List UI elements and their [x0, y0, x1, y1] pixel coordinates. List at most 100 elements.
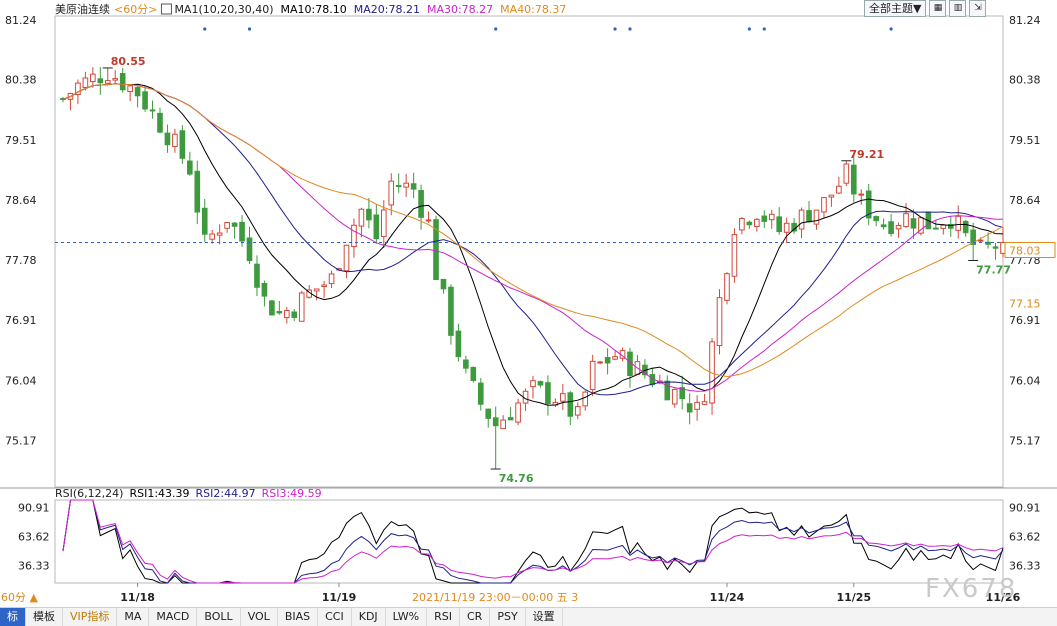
candle-body[interactable]: [455, 330, 462, 358]
candle-body[interactable]: [858, 193, 865, 196]
candle-body[interactable]: [589, 360, 596, 391]
candle-body[interactable]: [209, 233, 216, 240]
candle-body[interactable]: [701, 401, 708, 405]
candle-body[interactable]: [448, 286, 454, 336]
candle-body[interactable]: [485, 408, 492, 419]
candle-body[interactable]: [201, 207, 208, 235]
candle-body[interactable]: [962, 220, 969, 234]
candle-body[interactable]: [828, 194, 835, 198]
candle-body[interactable]: [75, 82, 81, 95]
candle-body[interactable]: [470, 366, 477, 381]
candle-body[interactable]: [753, 218, 760, 227]
candle-body[interactable]: [903, 213, 909, 228]
candle-body[interactable]: [269, 300, 275, 316]
candle-body[interactable]: [537, 381, 544, 386]
event-marker-icon[interactable]: [247, 27, 252, 31]
toolbar-item-8[interactable]: CCI: [318, 608, 352, 626]
candle-body[interactable]: [463, 359, 469, 369]
candle-body[interactable]: [403, 182, 409, 188]
toolbar-item-6[interactable]: VOL: [241, 608, 278, 626]
candle-body[interactable]: [776, 216, 783, 233]
toolbar-item-14[interactable]: 设置: [526, 608, 563, 626]
candle-body[interactable]: [731, 234, 738, 277]
theme-select[interactable]: 全部主题▼: [864, 0, 927, 17]
toolbar-item-4[interactable]: MACD: [149, 608, 198, 626]
candle-body[interactable]: [947, 223, 954, 229]
candle-body[interactable]: [254, 263, 260, 288]
candle-body[interactable]: [843, 163, 850, 184]
candle-body[interactable]: [418, 189, 424, 218]
candle-body[interactable]: [560, 393, 566, 402]
candle-body[interactable]: [739, 217, 745, 231]
event-marker-icon[interactable]: [762, 27, 766, 31]
event-marker-icon[interactable]: [628, 27, 632, 31]
candle-body[interactable]: [694, 401, 700, 410]
candle-body[interactable]: [716, 297, 723, 347]
toolbar-item-10[interactable]: LW%: [386, 608, 428, 626]
event-marker-icon[interactable]: [203, 27, 207, 31]
candle-body[interactable]: [328, 273, 335, 285]
candle-body[interactable]: [172, 133, 178, 148]
candle-body[interactable]: [388, 180, 395, 206]
candle-body[interactable]: [798, 209, 805, 230]
candle-body[interactable]: [940, 224, 947, 229]
candle-body[interactable]: [477, 382, 484, 405]
candle-body[interactable]: [671, 388, 678, 405]
candle-body[interactable]: [440, 278, 447, 290]
candle-body[interactable]: [955, 215, 962, 231]
toolbar-item-13[interactable]: PSY: [490, 608, 526, 626]
candle-body[interactable]: [492, 417, 499, 427]
candle-body[interactable]: [761, 215, 768, 222]
indicator-icon[interactable]: [160, 3, 172, 15]
candle-body[interactable]: [276, 311, 283, 314]
candle-body[interactable]: [500, 419, 506, 430]
candle-body[interactable]: [992, 246, 999, 249]
candle-body[interactable]: [246, 237, 253, 262]
candle-body[interactable]: [358, 208, 365, 227]
candle-body[interactable]: [612, 356, 618, 360]
candle-body[interactable]: [977, 239, 984, 242]
toolbar-item-5[interactable]: BOLL: [197, 608, 241, 626]
layout-icon[interactable]: ▥: [949, 0, 967, 17]
candle-body[interactable]: [783, 222, 790, 233]
toolbar-item-1[interactable]: 模板: [26, 608, 63, 626]
candle-body[interactable]: [127, 85, 133, 93]
candle-body[interactable]: [90, 73, 96, 83]
candle-body[interactable]: [679, 387, 686, 400]
candle-body[interactable]: [231, 222, 238, 227]
candle-body[interactable]: [746, 221, 753, 226]
candle-body[interactable]: [664, 380, 671, 401]
candle-body[interactable]: [933, 227, 939, 230]
chart-canvas[interactable]: 81.24 81.24 80.38 80.38 79.51 79.51 78.64 78.64…: [0, 0, 1057, 607]
candle-body[interactable]: [425, 219, 432, 222]
candle-body[interactable]: [582, 391, 589, 407]
candle-body[interactable]: [836, 185, 842, 194]
candle-body[interactable]: [239, 221, 245, 242]
candle-body[interactable]: [686, 403, 693, 413]
candle-body[interactable]: [216, 232, 223, 236]
candle-body[interactable]: [545, 382, 551, 405]
candle-body[interactable]: [567, 392, 574, 417]
candle-body[interactable]: [366, 208, 372, 221]
candle-body[interactable]: [724, 273, 730, 301]
candle-body[interactable]: [768, 213, 775, 221]
candle-body[interactable]: [395, 185, 402, 188]
candle-body[interactable]: [142, 91, 148, 110]
candle-body[interactable]: [298, 292, 305, 322]
candle-body[interactable]: [910, 218, 917, 229]
candle-body[interactable]: [970, 229, 976, 245]
toolbar-item-11[interactable]: RSI: [427, 608, 460, 626]
candle-body[interactable]: [351, 224, 357, 248]
candle-body[interactable]: [104, 80, 111, 84]
candle-body[interactable]: [157, 112, 163, 133]
candle-body[interactable]: [604, 357, 611, 364]
candle-body[interactable]: [134, 86, 141, 97]
candle-body[interactable]: [806, 210, 812, 223]
candle-body[interactable]: [194, 170, 201, 213]
candle-body[interactable]: [283, 310, 290, 319]
fullscreen-icon[interactable]: ⇲: [969, 0, 987, 17]
candle-body[interactable]: [97, 78, 104, 84]
toolbar-item-3[interactable]: MA: [117, 608, 150, 626]
candle-body[interactable]: [380, 209, 387, 238]
candle-body[interactable]: [850, 164, 857, 195]
